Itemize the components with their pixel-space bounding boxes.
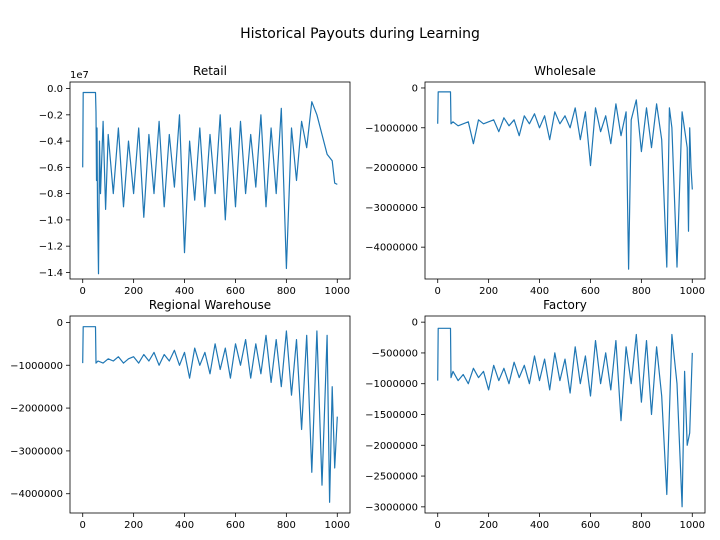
wholesale-xtick-label: 800 [632, 286, 651, 297]
regional-warehouse-ytick-label: −3000000 [10, 446, 63, 457]
factory-xtick-label: 1000 [680, 520, 705, 531]
retail-panel: Retail 0 200 400 600 800 1000 0.0 −0.2 −0.4 −0.6 −0… [39, 64, 351, 297]
factory-ytick-label: 0 [412, 318, 418, 329]
retail-ytick-label: −0.8 [39, 189, 63, 200]
factory-ytick-label: −1000000 [365, 379, 418, 390]
factory-xtick-label: 0 [435, 520, 441, 531]
retail-title: Retail [193, 64, 227, 78]
retail-ytick-label: −0.6 [39, 163, 63, 174]
factory-xtick-label: 800 [632, 520, 651, 531]
factory-title: Factory [543, 298, 587, 312]
regional-warehouse-axes-frame [69, 315, 351, 514]
retail-ytick-label: 0.0 [47, 84, 63, 95]
wholesale-ytick-label: −1000000 [365, 123, 418, 134]
retail-ytick-label: −0.4 [39, 137, 63, 148]
regional-warehouse-ytick-label: 0 [57, 318, 63, 329]
wholesale-ytick-label: −3000000 [365, 203, 418, 214]
retail-xtick-label: 800 [277, 286, 296, 297]
retail-xtick-label: 200 [124, 286, 143, 297]
wholesale-ytick-label: −4000000 [365, 243, 418, 254]
retail-axes-frame [69, 81, 351, 280]
factory-xtick-label: 600 [581, 520, 600, 531]
retail-series-line [82, 91, 338, 275]
wholesale-series-line [437, 91, 693, 270]
wholesale-xtick-label: 0 [435, 286, 441, 297]
factory-ytick-label: −3000000 [365, 502, 418, 513]
wholesale-xtick-label: 400 [530, 286, 549, 297]
wholesale-xtick-label: 1000 [680, 286, 705, 297]
regional-warehouse-ytick-label: −4000000 [10, 489, 63, 500]
factory-panel: Factory 0 200 400 600 800 1000 0 −500000 −1000000… [365, 298, 706, 531]
wholesale-xtick-label: 600 [581, 286, 600, 297]
factory-series-line [437, 327, 693, 508]
wholesale-panel: Wholesale 0 200 400 600 800 1000 0 −1000000 −2000… [365, 64, 706, 297]
wholesale-xtick-label: 200 [479, 286, 498, 297]
regional-warehouse-xtick-label: 600 [226, 520, 245, 531]
wholesale-ytick-label: −2000000 [365, 163, 418, 174]
wholesale-title: Wholesale [534, 64, 596, 78]
retail-xtick-label: 1000 [325, 286, 350, 297]
regional-warehouse-title: Regional Warehouse [149, 298, 271, 312]
retail-offset-label: 1e7 [70, 70, 89, 81]
retail-ytick-label: −0.2 [39, 110, 63, 121]
regional-warehouse-series-line [82, 326, 338, 503]
regional-warehouse-panel: Regional Warehouse 0 200 400 600 800 1000 0 −100… [10, 298, 351, 531]
wholesale-ytick-label: 0 [412, 83, 418, 94]
factory-xtick-label: 400 [530, 520, 549, 531]
factory-ytick-label: −2500000 [365, 472, 418, 483]
factory-xtick-label: 200 [479, 520, 498, 531]
retail-ytick-label: −1.0 [39, 215, 63, 226]
regional-warehouse-xtick-label: 200 [124, 520, 143, 531]
regional-warehouse-ytick-label: −1000000 [10, 361, 63, 372]
regional-warehouse-ytick-label: −2000000 [10, 404, 63, 415]
factory-ytick-label: −2000000 [365, 441, 418, 452]
subplots: Retail 0 200 400 600 800 1000 0.0 −0.2 −0.4 −0.6 −0… [10, 64, 706, 531]
figure-title: Historical Payouts during Learning [240, 26, 480, 42]
regional-warehouse-xtick-label: 1000 [325, 520, 350, 531]
factory-ytick-label: −500000 [371, 348, 418, 359]
retail-ytick-label: −1.2 [39, 242, 63, 253]
retail-xtick-label: 0 [80, 286, 86, 297]
regional-warehouse-xtick-label: 800 [277, 520, 296, 531]
regional-warehouse-xtick-label: 0 [80, 520, 86, 531]
regional-warehouse-xtick-label: 400 [175, 520, 194, 531]
retail-ytick-label: −1.4 [39, 268, 63, 279]
wholesale-axes-frame [424, 81, 706, 280]
factory-ytick-label: −1500000 [365, 410, 418, 421]
retail-xtick-label: 600 [226, 286, 245, 297]
retail-xtick-label: 400 [175, 286, 194, 297]
